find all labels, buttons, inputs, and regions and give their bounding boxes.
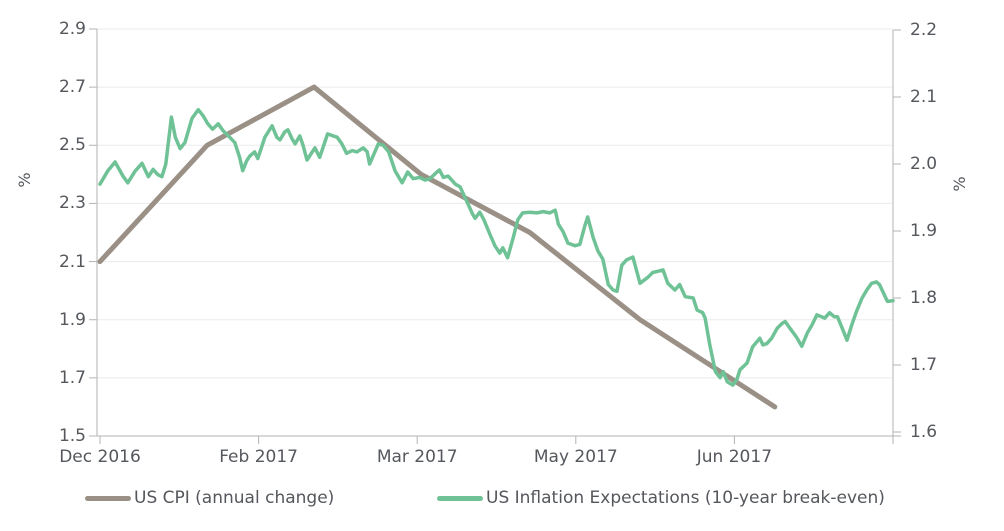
legend-item-cpi: US CPI (annual change) (85, 484, 334, 512)
right-axis-tick-label: 2.2 (910, 20, 938, 40)
x-axis-tick-label: Feb 2017 (219, 447, 298, 467)
legend-label-cpi: US CPI (annual change) (134, 488, 335, 508)
legend: US CPI (annual change) US Inflation Expe… (0, 484, 1004, 514)
left-axis-tick-label: 2.3 (58, 193, 86, 214)
left-axis-tick-label: 2.7 (58, 77, 86, 98)
right-axis-tick-label: 2.0 (910, 154, 938, 174)
cpi-line (97, 84, 778, 410)
legend-label-breakeven: US Inflation Expectations (10-year break… (486, 488, 885, 508)
breakeven-line (98, 107, 895, 387)
left-axis-tick-label: 1.9 (58, 309, 86, 330)
right-axis-tick-label: 1.9 (910, 221, 938, 241)
right-axis-tick-label: 1.6 (910, 422, 938, 442)
x-axis-tick-label: May 2017 (533, 447, 618, 467)
legend-item-breakeven: US Inflation Expectations (10-year break… (437, 484, 885, 512)
right-axis-unit-label: % (950, 176, 969, 192)
cpi-line-swatch (85, 495, 131, 501)
left-axis-tick-label: 1.5 (58, 426, 86, 446)
left-axis-unit-label: % (15, 172, 34, 188)
left-axis-tick-label: 2.5 (58, 135, 86, 156)
x-axis-tick-label: Mar 2017 (376, 447, 458, 467)
left-axis-tick-label: 2.9 (58, 19, 86, 39)
right-axis-tick-label: 1.7 (910, 355, 938, 375)
breakeven-line-swatch (437, 495, 483, 501)
left-axis-tick-label: 1.7 (58, 367, 86, 388)
x-axis-tick-label: Dec 2016 (59, 447, 141, 467)
right-axis-tick-label: 1.8 (910, 288, 938, 308)
right-axis-tick-label: 2.1 (910, 87, 938, 107)
left-axis-tick-label: 2.1 (58, 251, 86, 272)
x-axis-tick-label: Jun 2017 (696, 447, 773, 467)
